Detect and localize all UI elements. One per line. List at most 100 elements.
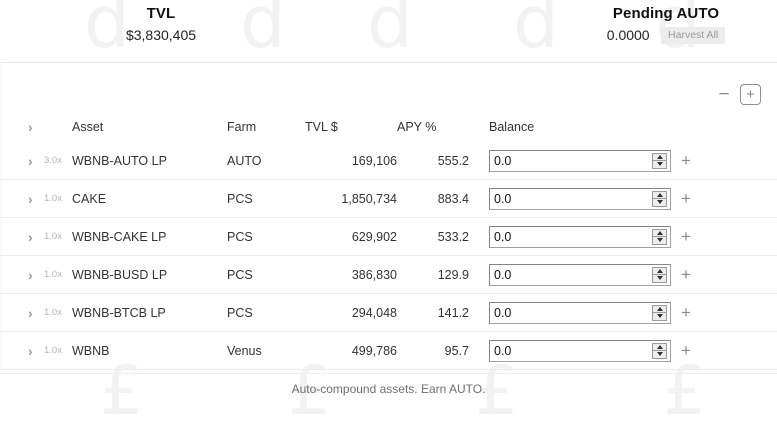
table-row[interactable]: › 1.0x WBNB-BUSD LP PCS 386,830 129.9 + [0,256,777,294]
footer: Auto-compound assets. Earn AUTO. [0,374,777,403]
tvl-value-row: $3,830,405 [66,26,256,45]
row-asset-name: WBNB-BUSD LP [72,267,168,282]
add-max-icon[interactable]: + [681,265,691,284]
balance-spinner-buttons[interactable] [652,190,667,207]
balance-spinner-buttons[interactable] [652,228,667,245]
table-row[interactable]: › 1.0x WBNB Venus 499,786 95.7 + [0,332,777,370]
balance-input[interactable] [490,264,652,285]
row-expand-chevron-icon[interactable]: › [28,342,33,359]
add-max-icon[interactable]: + [681,151,691,170]
tvl-value: $3,830,405 [125,27,197,43]
balance-spinner[interactable] [489,339,671,362]
table-row[interactable]: › 1.0x WBNB-CAKE LP PCS 629,902 533.2 + [0,218,777,256]
pending-auto-stat: Pending AUTO 0.0000 Harvest All [560,4,772,45]
add-max-icon[interactable]: + [681,189,691,208]
spinner-down-icon[interactable] [652,350,667,359]
row-apy-value: 95.7 [444,343,469,358]
header-asset: Asset [72,120,104,134]
zoom-controls: − + [717,84,761,105]
balance-spinner[interactable] [489,225,671,248]
row-expand-chevron-icon[interactable]: › [28,190,33,207]
spinner-down-icon[interactable] [652,274,667,283]
table-header-row: › Asset Farm TVL $ APY % Balance [0,112,777,142]
balance-spinner[interactable] [489,149,671,172]
spinner-down-icon[interactable] [652,236,667,245]
row-multiplier-badge: 1.0x [44,230,62,242]
vaults-table: › Asset Farm TVL $ APY % Balance › 3.0x WB… [0,112,777,370]
row-expand-chevron-icon[interactable]: › [28,152,33,169]
tvl-stat: TVL $3,830,405 [66,4,256,45]
balance-spinner-buttons[interactable] [652,152,667,169]
table-row[interactable]: › 3.0x WBNB-AUTO LP AUTO 169,106 555.2 + [0,142,777,180]
row-tvl-value: 629,902 [351,229,397,244]
row-asset-name: WBNB-AUTO LP [72,153,167,168]
footer-divider [0,373,777,374]
spinner-down-icon[interactable] [652,198,667,207]
spinner-up-icon[interactable] [652,342,667,350]
row-tvl-value: 1,850,734 [341,191,397,206]
row-apy-value: 555.2 [437,153,469,168]
spinner-up-icon[interactable] [652,266,667,274]
row-tvl-value: 169,106 [351,153,397,168]
balance-spinner-buttons[interactable] [652,342,667,359]
harvest-all-button[interactable]: Harvest All [661,27,726,44]
row-farm-name: Venus [227,343,262,358]
row-farm-name: AUTO [227,153,262,168]
pending-auto-value: 0.0000 [606,27,650,43]
spinner-down-icon[interactable] [652,160,667,169]
row-balance-cell: + [489,339,777,362]
balance-input[interactable] [490,226,652,247]
add-max-icon[interactable]: + [681,341,691,360]
balance-input[interactable] [490,150,652,171]
spinner-up-icon[interactable] [652,190,667,198]
row-expand-chevron-icon[interactable]: › [28,228,33,245]
row-expand-chevron-icon[interactable]: › [28,304,33,321]
add-max-icon[interactable]: + [681,303,691,322]
row-tvl-value: 499,786 [351,343,397,358]
row-farm-name: PCS [227,305,253,320]
row-tvl-value: 294,048 [351,305,397,320]
row-balance-cell: + [489,149,777,172]
balance-spinner[interactable] [489,187,671,210]
row-multiplier-badge: 1.0x [44,344,62,356]
row-multiplier-badge: 1.0x [44,192,62,204]
spinner-up-icon[interactable] [652,152,667,160]
tvl-label: TVL [146,5,176,22]
expand-all-icon[interactable]: + [740,84,761,105]
spinner-up-icon[interactable] [652,304,667,312]
row-expand-chevron-icon[interactable]: › [28,266,33,283]
row-asset-name: WBNB-BTCB LP [72,305,166,320]
header-farm: Farm [227,120,257,134]
balance-spinner-buttons[interactable] [652,304,667,321]
header-balance: Balance [489,120,535,134]
collapse-all-icon[interactable]: − [718,84,730,105]
balance-input[interactable] [490,340,652,361]
balance-input[interactable] [490,188,652,209]
row-asset-name: WBNB [72,343,110,358]
row-tvl-value: 386,830 [351,267,397,282]
left-edge-rule [0,63,2,370]
row-farm-name: PCS [227,267,253,282]
row-apy-value: 883.4 [437,191,469,206]
balance-spinner[interactable] [489,263,671,286]
row-apy-value: 129.9 [437,267,469,282]
balance-spinner-buttons[interactable] [652,266,667,283]
header-chevron-icon[interactable]: › [28,119,33,135]
row-farm-name: PCS [227,191,253,206]
pending-auto-label: Pending AUTO [612,5,720,22]
row-apy-value: 141.2 [437,305,469,320]
add-max-icon[interactable]: + [681,227,691,246]
header-tvl: TVL $ [305,120,338,134]
row-balance-cell: + [489,263,777,286]
table-body: › 3.0x WBNB-AUTO LP AUTO 169,106 555.2 + › 1.0x C… [0,142,777,370]
summary-bar: TVL $3,830,405 Pending AUTO 0.0000 Harve… [0,0,777,63]
balance-spinner[interactable] [489,301,671,324]
spinner-up-icon[interactable] [652,228,667,236]
row-balance-cell: + [489,225,777,248]
row-asset-name: CAKE [72,191,107,206]
row-balance-cell: + [489,301,777,324]
balance-input[interactable] [490,302,652,323]
table-row[interactable]: › 1.0x WBNB-BTCB LP PCS 294,048 141.2 + [0,294,777,332]
spinner-down-icon[interactable] [652,312,667,321]
table-row[interactable]: › 1.0x CAKE PCS 1,850,734 883.4 + [0,180,777,218]
